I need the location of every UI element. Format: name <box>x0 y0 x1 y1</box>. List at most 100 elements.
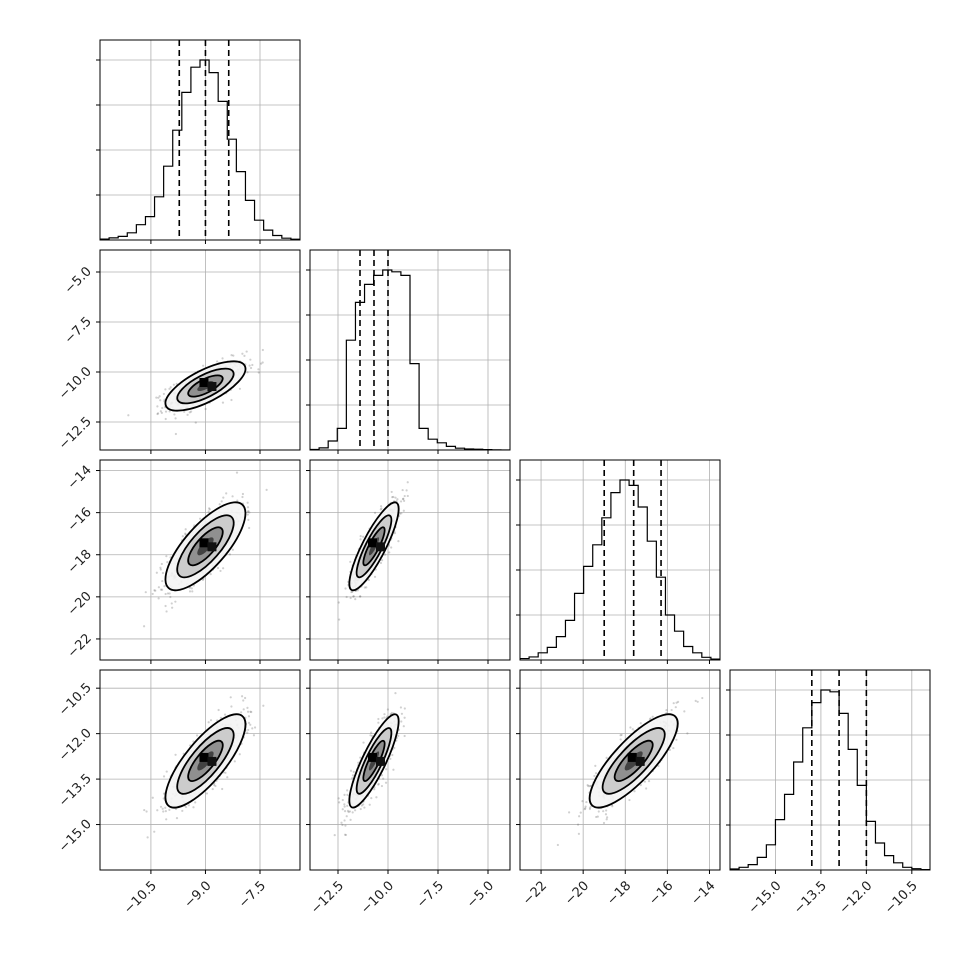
sample-point <box>397 540 400 543</box>
panel-2-2 <box>516 459 721 664</box>
sample-point <box>341 798 344 802</box>
density-peak <box>376 542 385 552</box>
sample-point <box>257 368 260 371</box>
sample-point <box>249 723 252 726</box>
sample-point <box>188 590 192 593</box>
sample-point <box>352 770 355 773</box>
sample-point <box>222 496 225 499</box>
grid <box>310 460 510 660</box>
sample-point <box>639 783 642 787</box>
sample-point <box>358 595 362 598</box>
density-peak <box>207 382 217 391</box>
sample-point <box>192 806 195 809</box>
sample-point <box>593 774 596 778</box>
sample-point <box>403 707 406 710</box>
sample-point <box>359 595 362 598</box>
sample-point <box>354 809 357 812</box>
sample-point <box>231 548 234 551</box>
sample-point <box>166 561 169 564</box>
sample-point <box>392 768 395 771</box>
sample-point <box>346 809 350 812</box>
sample-point <box>158 395 161 398</box>
sample-point <box>165 555 168 558</box>
sample-point <box>346 804 349 807</box>
sample-point <box>194 421 197 424</box>
sample-point <box>159 399 162 402</box>
sample-point <box>247 518 250 521</box>
sample-point <box>260 362 263 365</box>
sample-point <box>241 352 244 355</box>
sample-point <box>143 808 146 812</box>
sample-point <box>164 806 167 809</box>
sample-point <box>252 734 256 737</box>
sample-point <box>402 497 405 500</box>
sample-point <box>657 764 660 768</box>
sample-point <box>174 600 177 603</box>
sample-point <box>246 513 249 516</box>
sample-point <box>248 511 251 514</box>
sample-point <box>231 495 234 498</box>
sample-point <box>253 726 257 729</box>
sample-point <box>240 695 244 698</box>
sample-point <box>162 775 166 778</box>
sample-point <box>219 716 223 719</box>
sample-point <box>208 508 211 511</box>
sample-point <box>222 567 225 570</box>
sample-point <box>245 350 248 353</box>
x-tick-label: −10.0 <box>358 878 397 917</box>
sample-point <box>157 396 160 399</box>
sample-point <box>396 498 399 501</box>
sample-point <box>393 746 396 750</box>
sample-point <box>686 732 689 735</box>
histogram-0 <box>100 59 300 240</box>
sample-point <box>191 590 194 593</box>
sample-point <box>595 815 598 819</box>
sample-point <box>672 702 675 705</box>
sample-point <box>581 800 584 803</box>
sample-point <box>362 803 365 806</box>
sample-point <box>579 811 582 814</box>
sample-point <box>246 506 250 509</box>
sample-point <box>156 405 159 408</box>
sample-point <box>230 398 233 402</box>
x-tick-label: −22 <box>520 878 550 908</box>
sample-point <box>676 700 680 704</box>
sample-point <box>386 708 389 711</box>
sample-point <box>159 568 162 571</box>
sample-point <box>683 710 686 713</box>
sample-point <box>218 503 221 506</box>
sample-point <box>241 492 245 496</box>
sample-point <box>694 699 697 702</box>
sample-point <box>249 358 252 361</box>
sample-point <box>229 696 232 699</box>
sample-point <box>402 725 405 728</box>
x-tick-label: −18 <box>604 878 634 908</box>
x-tick-label: −20 <box>562 878 592 908</box>
sample-point <box>160 411 163 415</box>
sample-point <box>235 471 239 474</box>
sample-point <box>588 785 591 788</box>
sample-point <box>251 727 254 730</box>
sample-point <box>649 717 652 720</box>
sample-point <box>611 805 614 808</box>
sample-point <box>383 713 386 716</box>
sample-point <box>161 579 164 583</box>
y-tick-label: −20 <box>65 589 95 619</box>
sample-point <box>341 823 344 827</box>
sample-point <box>169 386 172 389</box>
sample-point <box>594 772 598 775</box>
sample-point <box>556 843 559 847</box>
sample-point <box>619 734 622 737</box>
sample-point <box>349 818 352 821</box>
sample-point <box>175 382 178 385</box>
sample-point <box>668 748 672 751</box>
sample-point <box>388 551 391 554</box>
sample-point <box>577 832 581 835</box>
sample-point <box>352 595 355 598</box>
sample-point <box>170 602 173 605</box>
sample-point <box>249 710 252 713</box>
x-tick-label: −7.5 <box>236 878 269 911</box>
sample-point <box>159 805 163 808</box>
sample-point <box>405 489 408 492</box>
sample-point <box>162 797 165 800</box>
